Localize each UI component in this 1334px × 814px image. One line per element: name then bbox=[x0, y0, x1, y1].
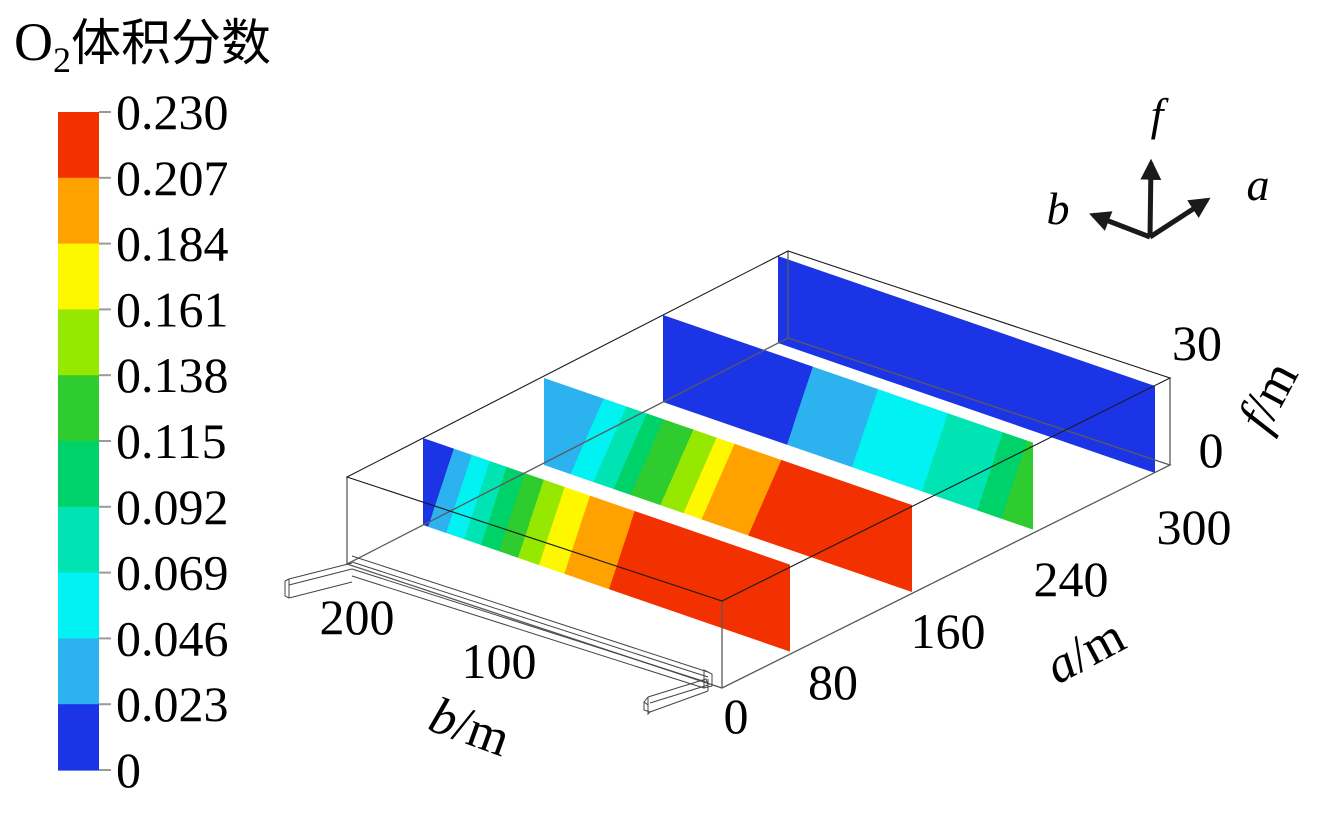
colorbar: O2体积分数 0.230 0.207 0.184 0.161 0.138 0.115 0.0… bbox=[14, 12, 271, 798]
colorbar-tick-label: 0.230 bbox=[116, 84, 229, 140]
colorbar-title-sub2: 2 bbox=[53, 40, 71, 80]
a-tick-240: 240 bbox=[1034, 551, 1109, 607]
origin-tick-label: 0 bbox=[724, 688, 749, 744]
contour-slices bbox=[423, 256, 1155, 652]
triad-f-label: f bbox=[1151, 89, 1170, 140]
a-tick-80: 80 bbox=[808, 654, 858, 710]
colorbar-cell bbox=[58, 506, 99, 574]
colorbar-tick-label: 0.069 bbox=[116, 545, 229, 601]
front-outlet-duct bbox=[643, 678, 709, 716]
colorbar-cell bbox=[58, 441, 99, 508]
colorbar-tick-label: 0.184 bbox=[116, 216, 229, 272]
colorbar-tick-labels: 0.230 0.207 0.184 0.161 0.138 0.115 0.092 0.069… bbox=[116, 84, 229, 798]
roadway-ducts bbox=[284, 555, 713, 716]
triad-b-label: b bbox=[1047, 183, 1070, 234]
colorbar-cell bbox=[58, 572, 99, 639]
colorbar-cells bbox=[58, 112, 99, 771]
colorbar-cell bbox=[58, 177, 99, 245]
colorbar-title-o: O bbox=[14, 12, 53, 72]
box-top-face bbox=[345, 250, 1172, 602]
colorbar-tick-label: 0.161 bbox=[116, 281, 229, 337]
long-duct-lines bbox=[351, 555, 709, 689]
wireframe-box bbox=[345, 250, 1172, 689]
triad-a-label: a bbox=[1247, 159, 1270, 210]
a-tick-300: 300 bbox=[1157, 499, 1232, 555]
box-vertical-edges bbox=[346, 251, 1171, 688]
b-tick-100: 100 bbox=[462, 633, 537, 689]
colorbar-cell bbox=[58, 243, 99, 310]
colorbar-tick-label: 0.115 bbox=[116, 413, 227, 469]
colorbar-tick-label: 0.092 bbox=[116, 479, 229, 535]
colorbar-cell bbox=[58, 112, 99, 179]
colorbar-cell bbox=[58, 704, 99, 771]
colorbar-cell bbox=[58, 638, 99, 705]
b-axis-title: b/m bbox=[422, 687, 518, 768]
colorbar-tick-label: 0.023 bbox=[116, 676, 229, 732]
colorbar-tick-label: 0.207 bbox=[116, 150, 229, 206]
colorbar-cell bbox=[58, 375, 99, 442]
orientation-triad bbox=[1089, 158, 1211, 240]
colorbar-ticks bbox=[99, 111, 111, 771]
colorbar-tick-label: 0.138 bbox=[116, 347, 229, 403]
f-axis-title: f/m bbox=[1227, 352, 1310, 440]
left-outlet-duct bbox=[284, 562, 353, 599]
b-tick-200: 200 bbox=[320, 589, 395, 645]
colorbar-title: O2体积分数 bbox=[14, 12, 271, 80]
slice-a208 bbox=[663, 315, 1033, 530]
triad-a-axis-arrow bbox=[1148, 197, 1211, 240]
slice-a127 bbox=[544, 378, 912, 592]
slice-a290 bbox=[778, 256, 1155, 473]
slice-a45 bbox=[423, 438, 790, 652]
colorbar-tick-label: 0 bbox=[116, 742, 141, 798]
triad-b-axis-arrow bbox=[1089, 211, 1151, 240]
colorbar-tick-label: 0.046 bbox=[116, 610, 229, 666]
axis-tick-labels: 0 80 160 240 300 100 200 30 0 bbox=[320, 315, 1232, 744]
triad-f-axis-arrow bbox=[1140, 158, 1162, 238]
colorbar-cell bbox=[58, 309, 99, 376]
a-tick-160: 160 bbox=[911, 603, 986, 659]
a-axis-title: a/m bbox=[1036, 607, 1134, 695]
f-tick-0: 0 bbox=[1199, 422, 1224, 478]
colorbar-title-cjk: 体积分数 bbox=[71, 15, 271, 71]
long-duct-end-cap bbox=[703, 669, 713, 689]
f-tick-30: 30 bbox=[1172, 315, 1222, 371]
